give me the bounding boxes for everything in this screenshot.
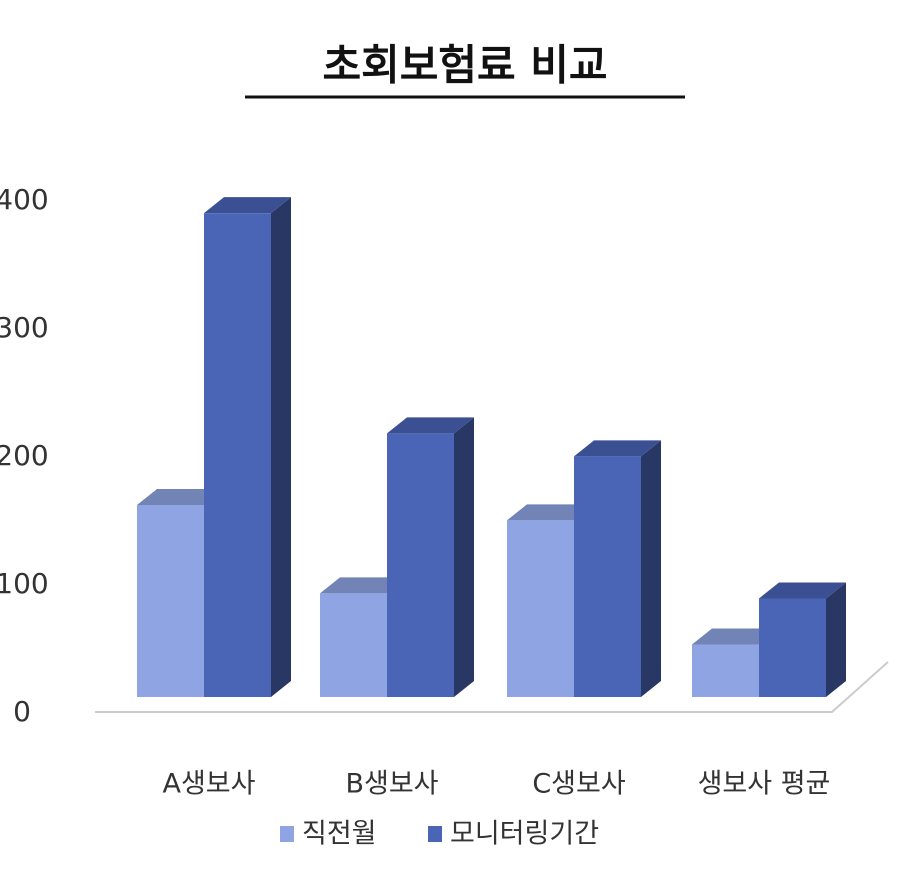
bar <box>574 456 641 697</box>
bar-side <box>641 440 661 697</box>
bar-side <box>826 582 846 697</box>
bar <box>387 433 454 697</box>
bar-side <box>271 197 291 697</box>
bar <box>204 213 271 697</box>
legend-label: 직전월 <box>302 819 377 850</box>
bar-side <box>454 417 474 697</box>
bar-top <box>320 577 407 594</box>
legend-swatch <box>280 826 294 842</box>
bar-top <box>137 489 224 505</box>
chart-title: 초회보험료 비교 <box>322 41 607 90</box>
y-tick-label: 100 <box>0 567 49 600</box>
bar <box>692 644 759 697</box>
bar-top <box>574 440 661 457</box>
x-tick-label: C생보사 <box>532 769 626 800</box>
bar <box>137 505 204 697</box>
legend-swatch <box>428 826 442 842</box>
y-tick-label: 400 <box>0 183 49 216</box>
x-tick-label: B생보사 <box>345 769 438 800</box>
bar-top <box>692 628 779 645</box>
y-tick-label: 300 <box>0 311 49 344</box>
legend-label: 모니터링기간 <box>450 819 599 850</box>
x-tick-label: 생보사 평균 <box>698 769 831 800</box>
bar <box>759 598 826 697</box>
x-tick-label: A생보사 <box>163 769 256 800</box>
floor <box>95 661 889 713</box>
bar-top <box>204 197 291 214</box>
bar <box>507 520 574 697</box>
y-tick-label: 200 <box>0 439 49 472</box>
y-tick-label: 0 <box>13 695 31 728</box>
bar-top <box>507 504 594 521</box>
bar <box>320 593 387 697</box>
bar-top <box>759 582 846 599</box>
bar-top <box>387 417 474 434</box>
